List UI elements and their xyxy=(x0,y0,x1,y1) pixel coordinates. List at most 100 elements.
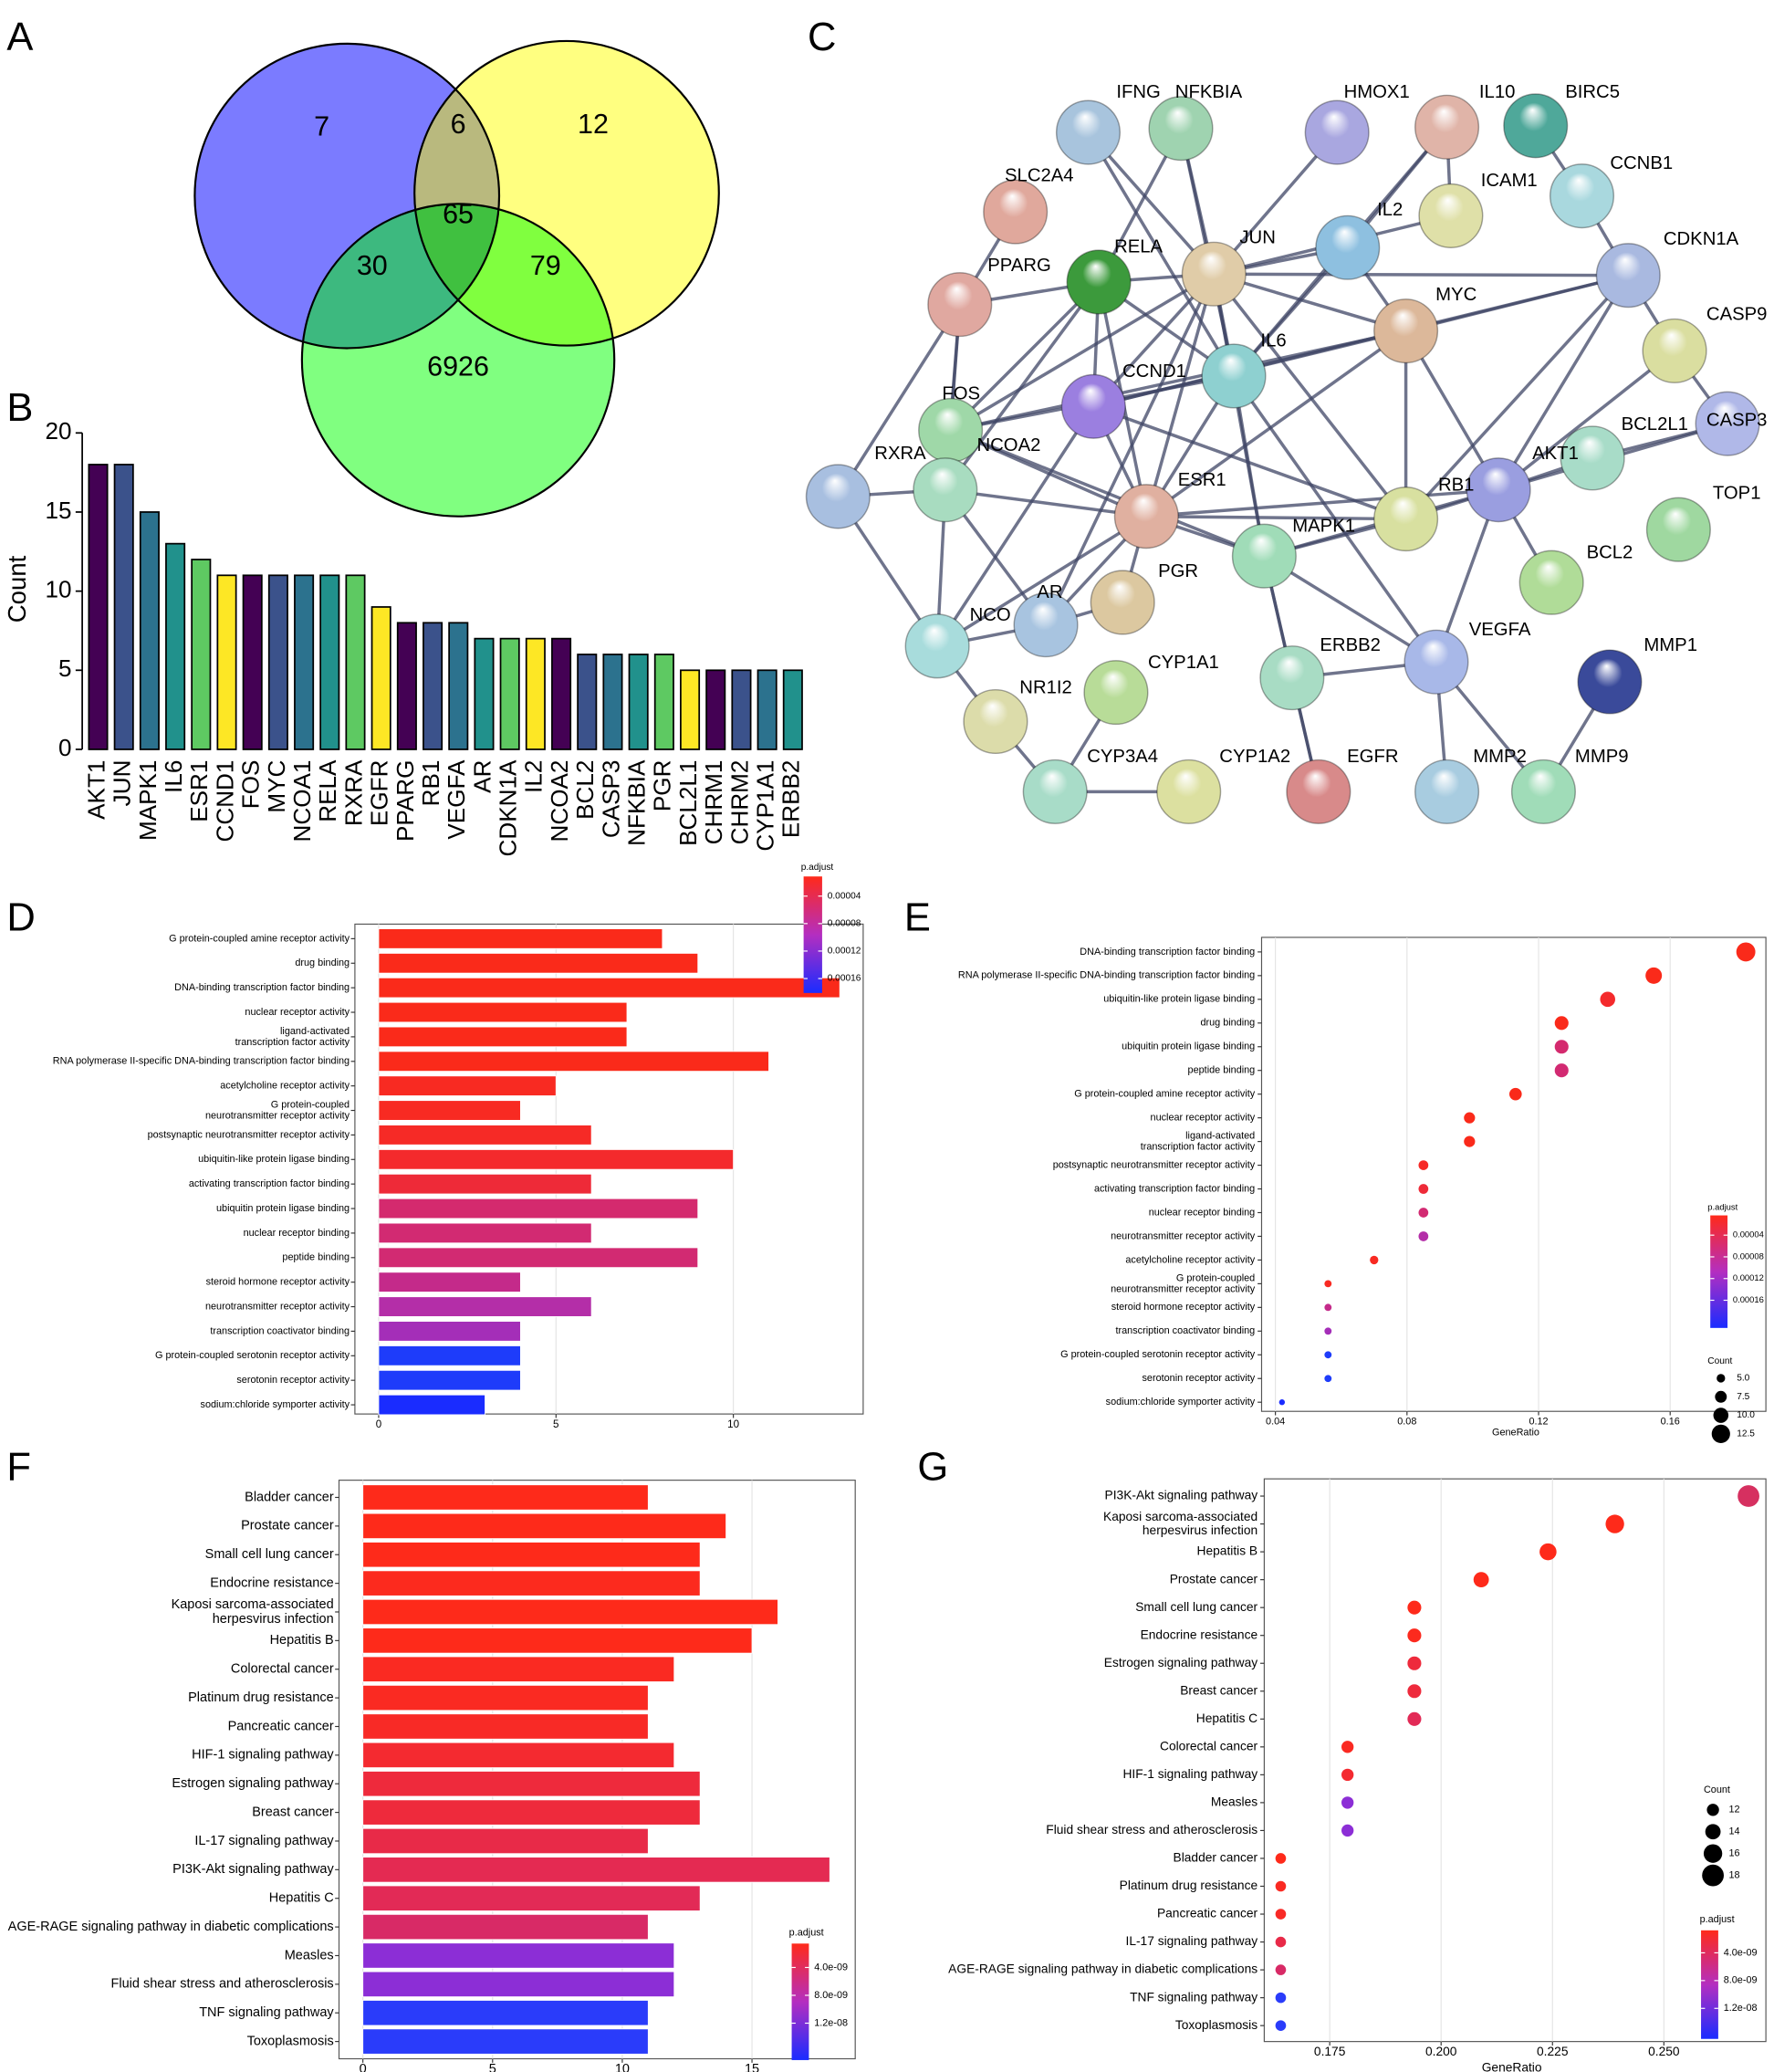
node-label: CDKN1A xyxy=(1664,229,1739,249)
dot xyxy=(1275,1992,1287,2004)
node-label: AKT1 xyxy=(1532,444,1579,464)
venn-outline xyxy=(193,42,501,350)
dot xyxy=(1324,1303,1332,1312)
bar xyxy=(577,654,598,750)
node-label: IL10 xyxy=(1479,82,1516,102)
y-tick-label: ligand-activated transcription factor act… xyxy=(1141,1130,1256,1152)
bar xyxy=(757,669,777,750)
bar xyxy=(396,622,417,750)
size-legend-label: 16 xyxy=(1729,1848,1740,1859)
bar xyxy=(378,1051,769,1073)
bar xyxy=(378,1173,592,1195)
bar xyxy=(113,464,134,750)
dot xyxy=(1275,2020,1287,2031)
edge xyxy=(944,280,1101,491)
bar xyxy=(294,574,315,750)
bar xyxy=(378,1321,521,1342)
dot xyxy=(1736,942,1756,962)
node xyxy=(1466,457,1531,523)
y-tick-label: DNA-binding transcription factor binding xyxy=(174,982,350,993)
y-tick-label: Prostate cancer xyxy=(241,1519,334,1533)
node-label: NFKBIA xyxy=(1175,82,1243,102)
colorbar-tick-label: 8.0e-09 xyxy=(814,1990,848,2001)
y-tick-label: 0 xyxy=(58,734,72,761)
bar xyxy=(345,574,366,750)
legend-title: Count xyxy=(1704,1784,1730,1795)
y-tick-label: G protein-coupled neurotransmitter recept… xyxy=(205,1099,350,1121)
bar xyxy=(362,1857,830,1883)
plot-panel xyxy=(1263,1478,1767,2043)
y-tick-label: steroid hormone receptor activity xyxy=(1111,1302,1256,1313)
node-label: MYC xyxy=(1435,285,1477,305)
legend-title: p.adjust xyxy=(789,1928,824,1939)
node-label: CCNB1 xyxy=(1610,153,1673,173)
panel-label: C xyxy=(808,16,836,59)
node xyxy=(1418,183,1484,248)
bar xyxy=(378,1369,521,1391)
node xyxy=(1549,163,1615,229)
bar xyxy=(191,559,212,750)
y-tick-label: AGE-RAGE signaling pathway in diabetic c… xyxy=(8,1920,334,1934)
y-axis-label: Count xyxy=(3,555,31,623)
bar xyxy=(602,654,623,750)
y-tick-label: peptide binding xyxy=(1188,1065,1256,1076)
dot xyxy=(1508,1087,1522,1101)
edge xyxy=(949,428,1266,558)
y-tick-label: RNA polymerase II-specific DNA-binding t… xyxy=(53,1056,350,1067)
y-tick-label: G protein-coupled neurotransmitter recept… xyxy=(1111,1272,1256,1294)
y-tick-label: DNA-binding transcription factor binding xyxy=(1080,947,1255,958)
bar xyxy=(362,1913,649,1941)
y-tick-label: Endocrine resistance xyxy=(1141,1627,1258,1641)
bar xyxy=(362,1542,701,1568)
dot xyxy=(1278,1399,1286,1406)
node-label: NR1I2 xyxy=(1019,678,1072,698)
size-legend-label: 12.5 xyxy=(1737,1429,1755,1439)
y-tick-label: serotonin receptor activity xyxy=(1142,1373,1255,1384)
node-label: RB1 xyxy=(1438,476,1474,496)
y-tick-label: drug binding xyxy=(295,958,350,968)
node-label: JUN xyxy=(1239,227,1275,247)
venn-outline xyxy=(413,39,720,347)
bar xyxy=(362,2000,649,2026)
node xyxy=(1156,759,1222,824)
dot xyxy=(1275,1936,1287,1948)
x-tick-label: BCL2L1 xyxy=(674,760,702,846)
bar xyxy=(551,637,572,750)
venn-count: 7 xyxy=(314,111,329,142)
dot xyxy=(1554,1063,1569,1078)
node-label: PPARG xyxy=(987,256,1051,276)
y-tick-label: ligand-activated transcription factor act… xyxy=(235,1026,350,1048)
y-tick-label: AGE-RAGE signaling pathway in diabetic c… xyxy=(948,1962,1257,1976)
dot xyxy=(1473,1572,1489,1588)
dot xyxy=(1324,1280,1332,1288)
node-label: IL2 xyxy=(1377,200,1403,220)
dot xyxy=(1539,1543,1557,1561)
venn-count: 6 xyxy=(451,109,466,140)
node-label: BCL2L1 xyxy=(1622,414,1688,434)
y-tick-label: Hepatitis C xyxy=(269,1891,334,1906)
bar xyxy=(362,1742,675,1769)
x-tick-label: 0.16 xyxy=(1661,1417,1680,1428)
edge xyxy=(1044,273,1216,626)
x-tick-label: 0.225 xyxy=(1537,2045,1569,2058)
y-tick-label: sodium:chloride symporter activity xyxy=(1106,1397,1256,1407)
dot xyxy=(1407,1711,1422,1726)
node-label: MAPK1 xyxy=(1292,517,1355,537)
x-tick-label: 0.12 xyxy=(1529,1417,1548,1428)
y-tick-label: nuclear receptor activity xyxy=(1151,1113,1256,1124)
y-tick-label: Prostate cancer xyxy=(1170,1572,1258,1585)
edge xyxy=(1144,273,1216,518)
x-tick-label: EGFR xyxy=(366,760,393,826)
x-tick-label: CHRM1 xyxy=(700,760,727,845)
x-tick-label: RXRA xyxy=(339,759,367,826)
node-label: MMP9 xyxy=(1575,747,1629,767)
y-tick-label: neurotransmitter receptor activity xyxy=(1111,1230,1256,1241)
bar xyxy=(525,637,546,750)
dot xyxy=(1554,1040,1569,1054)
y-tick-label: nuclear receptor activity xyxy=(245,1007,350,1018)
node-label: PGR xyxy=(1158,561,1198,581)
panel-label: A xyxy=(6,16,33,59)
y-tick-label: postsynaptic neurotransmitter receptor a… xyxy=(148,1129,350,1140)
legend-title: p.adjust xyxy=(1707,1201,1737,1211)
